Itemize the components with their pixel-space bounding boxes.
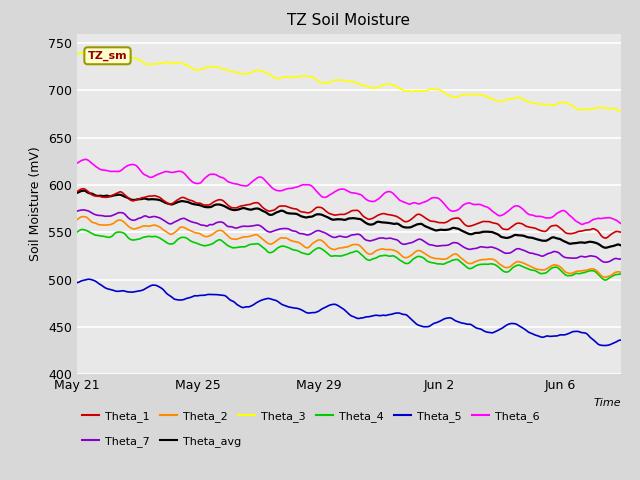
Theta_3	[73, 51, 81, 57]
Text: Time: Time	[593, 398, 621, 408]
Theta_1	[79, 186, 87, 192]
Theta_2	[520, 260, 527, 266]
Theta_6	[579, 221, 586, 227]
Theta_7	[73, 208, 81, 214]
Theta_3	[617, 108, 625, 114]
Theta_7	[520, 248, 527, 253]
Legend: Theta_7, Theta_avg: Theta_7, Theta_avg	[83, 436, 241, 447]
Theta_5	[606, 342, 614, 348]
Theta_7	[398, 241, 406, 247]
Theta_avg	[520, 233, 527, 239]
Theta_5	[85, 276, 93, 282]
Theta_1	[369, 216, 376, 221]
Theta_2	[617, 269, 625, 275]
Theta_6	[82, 156, 90, 162]
Line: Theta_1: Theta_1	[77, 189, 621, 238]
Line: Theta_5: Theta_5	[77, 279, 621, 346]
Text: TZ_sm: TZ_sm	[88, 51, 127, 61]
Theta_6	[332, 188, 340, 194]
Theta_5	[332, 302, 340, 308]
Theta_4	[79, 227, 86, 232]
Theta_4	[73, 229, 81, 235]
Theta_3	[520, 97, 527, 103]
Theta_1	[332, 212, 340, 218]
Theta_3	[369, 85, 376, 91]
Theta_6	[336, 187, 344, 192]
Theta_4	[336, 253, 344, 259]
Theta_3	[332, 78, 340, 84]
Line: Theta_6: Theta_6	[77, 159, 621, 224]
Theta_5	[520, 326, 527, 332]
Theta_avg	[79, 188, 87, 193]
Theta_6	[369, 199, 376, 204]
Theta_5	[398, 311, 406, 317]
Theta_2	[602, 274, 609, 280]
Theta_2	[336, 245, 344, 251]
Theta_avg	[73, 190, 81, 196]
Theta_avg	[369, 222, 376, 228]
Theta_7	[79, 207, 87, 213]
Theta_avg	[332, 216, 340, 222]
Line: Theta_3: Theta_3	[77, 52, 621, 111]
Theta_3	[82, 49, 90, 55]
Theta_3	[398, 86, 406, 92]
Theta_1	[606, 232, 614, 238]
Theta_7	[332, 234, 340, 240]
Theta_1	[336, 212, 344, 217]
Theta_4	[606, 275, 614, 280]
Theta_5	[336, 304, 344, 310]
Theta_7	[617, 256, 625, 262]
Theta_6	[617, 220, 625, 226]
Theta_3	[605, 105, 612, 111]
Theta_avg	[336, 216, 344, 222]
Theta_5	[73, 280, 81, 286]
Line: Theta_2: Theta_2	[77, 216, 621, 277]
Theta_4	[520, 264, 527, 270]
Line: Theta_4: Theta_4	[77, 229, 621, 280]
Theta_7	[369, 238, 376, 243]
Theta_4	[369, 256, 376, 262]
Theta_2	[606, 273, 614, 279]
Theta_2	[79, 214, 87, 219]
Title: TZ Soil Moisture: TZ Soil Moisture	[287, 13, 410, 28]
Theta_avg	[617, 242, 625, 248]
Theta_1	[520, 222, 527, 228]
Theta_avg	[602, 245, 609, 251]
Theta_4	[602, 277, 609, 283]
Theta_6	[73, 160, 81, 166]
Theta_avg	[606, 244, 614, 250]
Theta_4	[398, 258, 406, 264]
Theta_2	[73, 217, 81, 223]
Theta_5	[617, 337, 625, 343]
Line: Theta_avg: Theta_avg	[77, 191, 621, 248]
Theta_3	[336, 77, 344, 83]
Theta_5	[600, 343, 608, 348]
Theta_1	[602, 235, 609, 241]
Theta_6	[606, 215, 614, 221]
Theta_2	[398, 253, 406, 259]
Theta_1	[617, 229, 625, 235]
Theta_7	[602, 259, 609, 265]
Theta_6	[520, 207, 527, 213]
Theta_6	[398, 198, 406, 204]
Theta_7	[336, 233, 344, 239]
Theta_2	[369, 251, 376, 256]
Theta_1	[73, 189, 81, 194]
Line: Theta_7: Theta_7	[77, 210, 621, 262]
Theta_2	[332, 246, 340, 252]
Theta_4	[332, 253, 340, 259]
Theta_5	[369, 313, 376, 319]
Theta_7	[606, 258, 614, 264]
Theta_1	[398, 217, 406, 223]
Y-axis label: Soil Moisture (mV): Soil Moisture (mV)	[29, 146, 42, 262]
Theta_4	[617, 271, 625, 277]
Theta_avg	[398, 223, 406, 229]
